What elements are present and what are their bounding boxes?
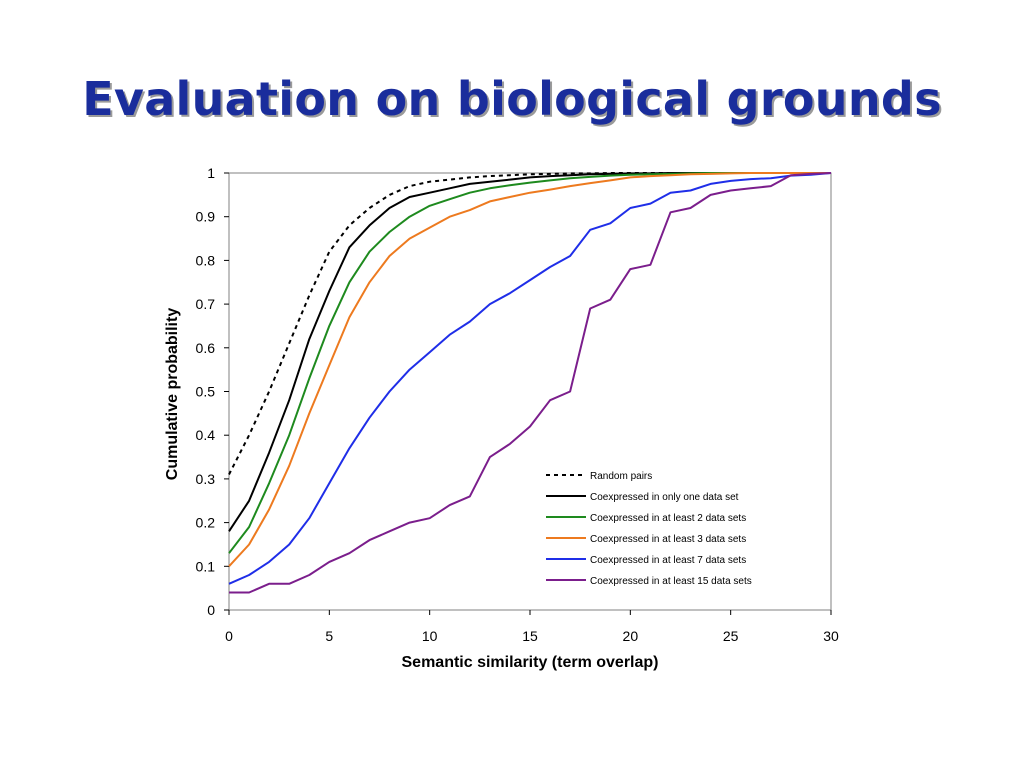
- series-line-1: [228, 172, 831, 475]
- y-tick-label: 0.1: [196, 558, 216, 574]
- legend-label-4: Coexpressed in at least 3 data sets: [590, 534, 746, 545]
- x-axis-title: Semantic similarity (term overlap): [402, 654, 659, 671]
- series-line-4: [228, 172, 831, 567]
- y-tick-label: 0.2: [196, 515, 216, 531]
- legend: Random pairs Coexpressed in only one data…: [546, 471, 752, 587]
- y-tick-label: 0.3: [196, 471, 216, 487]
- y-axis-title: Cumulative probability: [164, 308, 181, 481]
- series-layer: [228, 172, 832, 594]
- y-tick-label: 0.4: [196, 427, 216, 443]
- y-tick-label: 0.8: [196, 252, 216, 268]
- x-tick-label: 15: [522, 628, 538, 644]
- y-tick-label: 1: [207, 165, 215, 181]
- series-line-6: [229, 172, 832, 594]
- y-tick-label: 0.7: [196, 296, 216, 312]
- legend-label-3: Coexpressed in at least 2 data sets: [590, 513, 746, 524]
- legend-label-5: Coexpressed in at least 7 data sets: [590, 555, 746, 566]
- x-tick-label: 20: [623, 628, 639, 644]
- series-line-3: [228, 172, 831, 554]
- legend-label-6: Coexpressed in at least 15 data sets: [590, 576, 752, 587]
- axes: 0 5 10 15 20 25 30 0 0.1 0.2 0.3 0.4 0.5 0.6 0.7 0.8 0.9…: [196, 165, 839, 644]
- y-tick-label: 0.9: [196, 209, 216, 225]
- x-tick-label: 5: [325, 628, 333, 644]
- slide-title: Evaluation on biological grounds: [82, 72, 942, 126]
- legend-label-2: Coexpressed in only one data set: [590, 492, 739, 503]
- y-tick-label: 0.5: [196, 384, 216, 400]
- y-tick-label: 0: [207, 602, 215, 618]
- x-tick-label: 0: [225, 628, 233, 644]
- x-tick-label: 25: [723, 628, 739, 644]
- legend-label-1: Random pairs: [590, 471, 652, 482]
- series-line-5: [228, 172, 832, 585]
- x-tick-label: 10: [422, 628, 438, 644]
- y-tick-label: 0.6: [196, 340, 216, 356]
- x-tick-label: 30: [823, 628, 839, 644]
